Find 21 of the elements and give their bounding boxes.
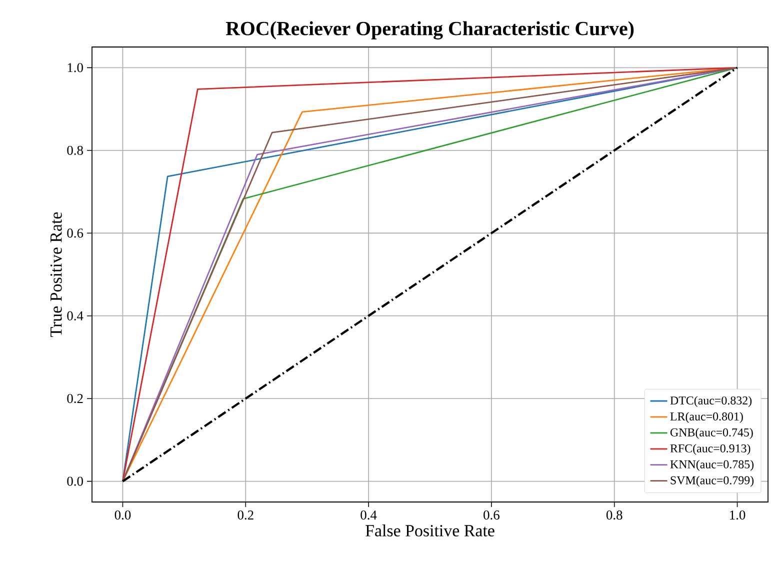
- x-tick-label: 0.8: [606, 510, 622, 520]
- legend-label: GNB(auc=0.745): [670, 428, 753, 439]
- legend-label: KNN(auc=0.785): [670, 460, 754, 471]
- x-tick-label: 0.2: [238, 510, 254, 520]
- legend-label: LR(auc=0.801): [670, 412, 743, 423]
- y-tick-label: 0.8: [67, 146, 83, 155]
- x-tick-label: 0.6: [484, 510, 500, 520]
- x-tick-label: 0.4: [360, 510, 377, 520]
- y-tick-label: 0.0: [67, 476, 83, 486]
- legend-label: DTC(auc=0.832): [670, 396, 752, 407]
- y-axis-title: True Positive Rate: [50, 212, 62, 337]
- x-tick-label: 0.0: [114, 510, 131, 520]
- y-tick-label: 0.4: [67, 311, 84, 320]
- y-tick-label: 0.2: [67, 394, 83, 404]
- y-tick-label: 1.0: [68, 63, 83, 72]
- x-axis-title: False Positive Rate: [366, 524, 494, 536]
- chart-title: ROC(Reciever Operating Characteristic Curve): [226, 21, 634, 40]
- y-tick-label: 0.6: [67, 228, 84, 238]
- legend-label: SVM(auc=0.799): [670, 476, 754, 487]
- legend-label: RFC(auc=0.913): [670, 444, 750, 455]
- x-tick-label: 1.0: [730, 510, 746, 520]
